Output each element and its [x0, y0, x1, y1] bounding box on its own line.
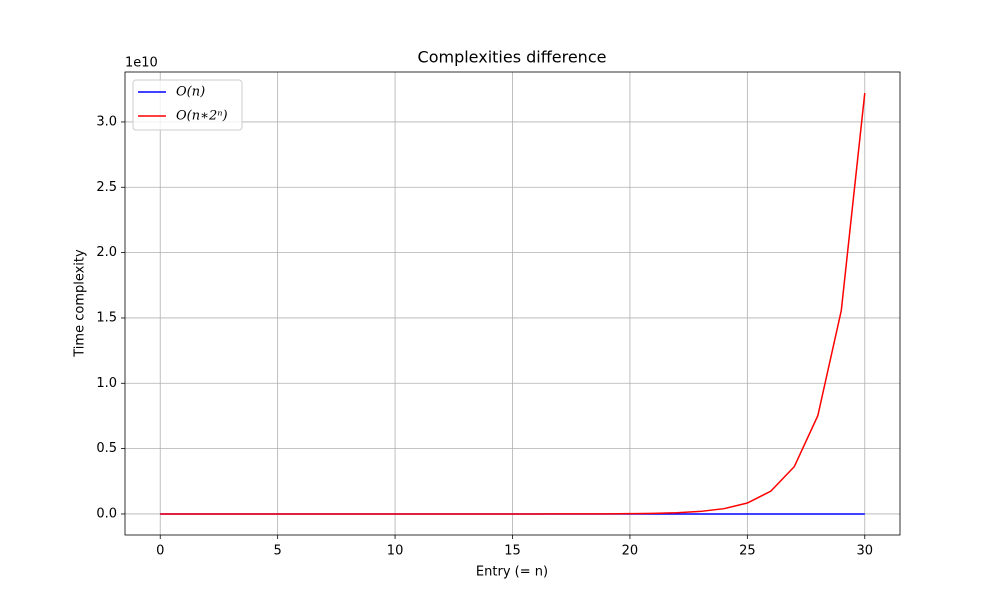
x-tick-label: 25 [739, 544, 756, 559]
y-offset-label: 1e10 [125, 56, 158, 71]
x-tick-label: 0 [156, 544, 164, 559]
x-tick-label: 20 [622, 544, 639, 559]
y-tick-label: 0.0 [96, 506, 117, 521]
x-tick-label: 10 [387, 544, 404, 559]
axes-frame [124, 71, 901, 536]
x-tick-label: 30 [856, 544, 873, 559]
y-axis-label: Time complexity [73, 249, 88, 358]
legend-label: O(n) [176, 85, 205, 100]
y-tick-label: 3.0 [96, 114, 117, 129]
x-axis-label: Entry (= n) [476, 565, 548, 580]
y-tick-label: 2.5 [96, 180, 117, 195]
x-tick-label: 5 [274, 544, 282, 559]
y-tick-label: 1.5 [96, 310, 117, 325]
legend-label: O(n∗2ⁿ) [176, 109, 228, 124]
y-tick-label: 0.5 [96, 441, 117, 456]
chart-title: Complexities difference [418, 48, 607, 67]
data-line [160, 92, 866, 515]
y-tick-label: 1.0 [96, 376, 117, 391]
y-tick-label: 2.0 [96, 245, 117, 260]
x-tick-label: 15 [504, 544, 521, 559]
